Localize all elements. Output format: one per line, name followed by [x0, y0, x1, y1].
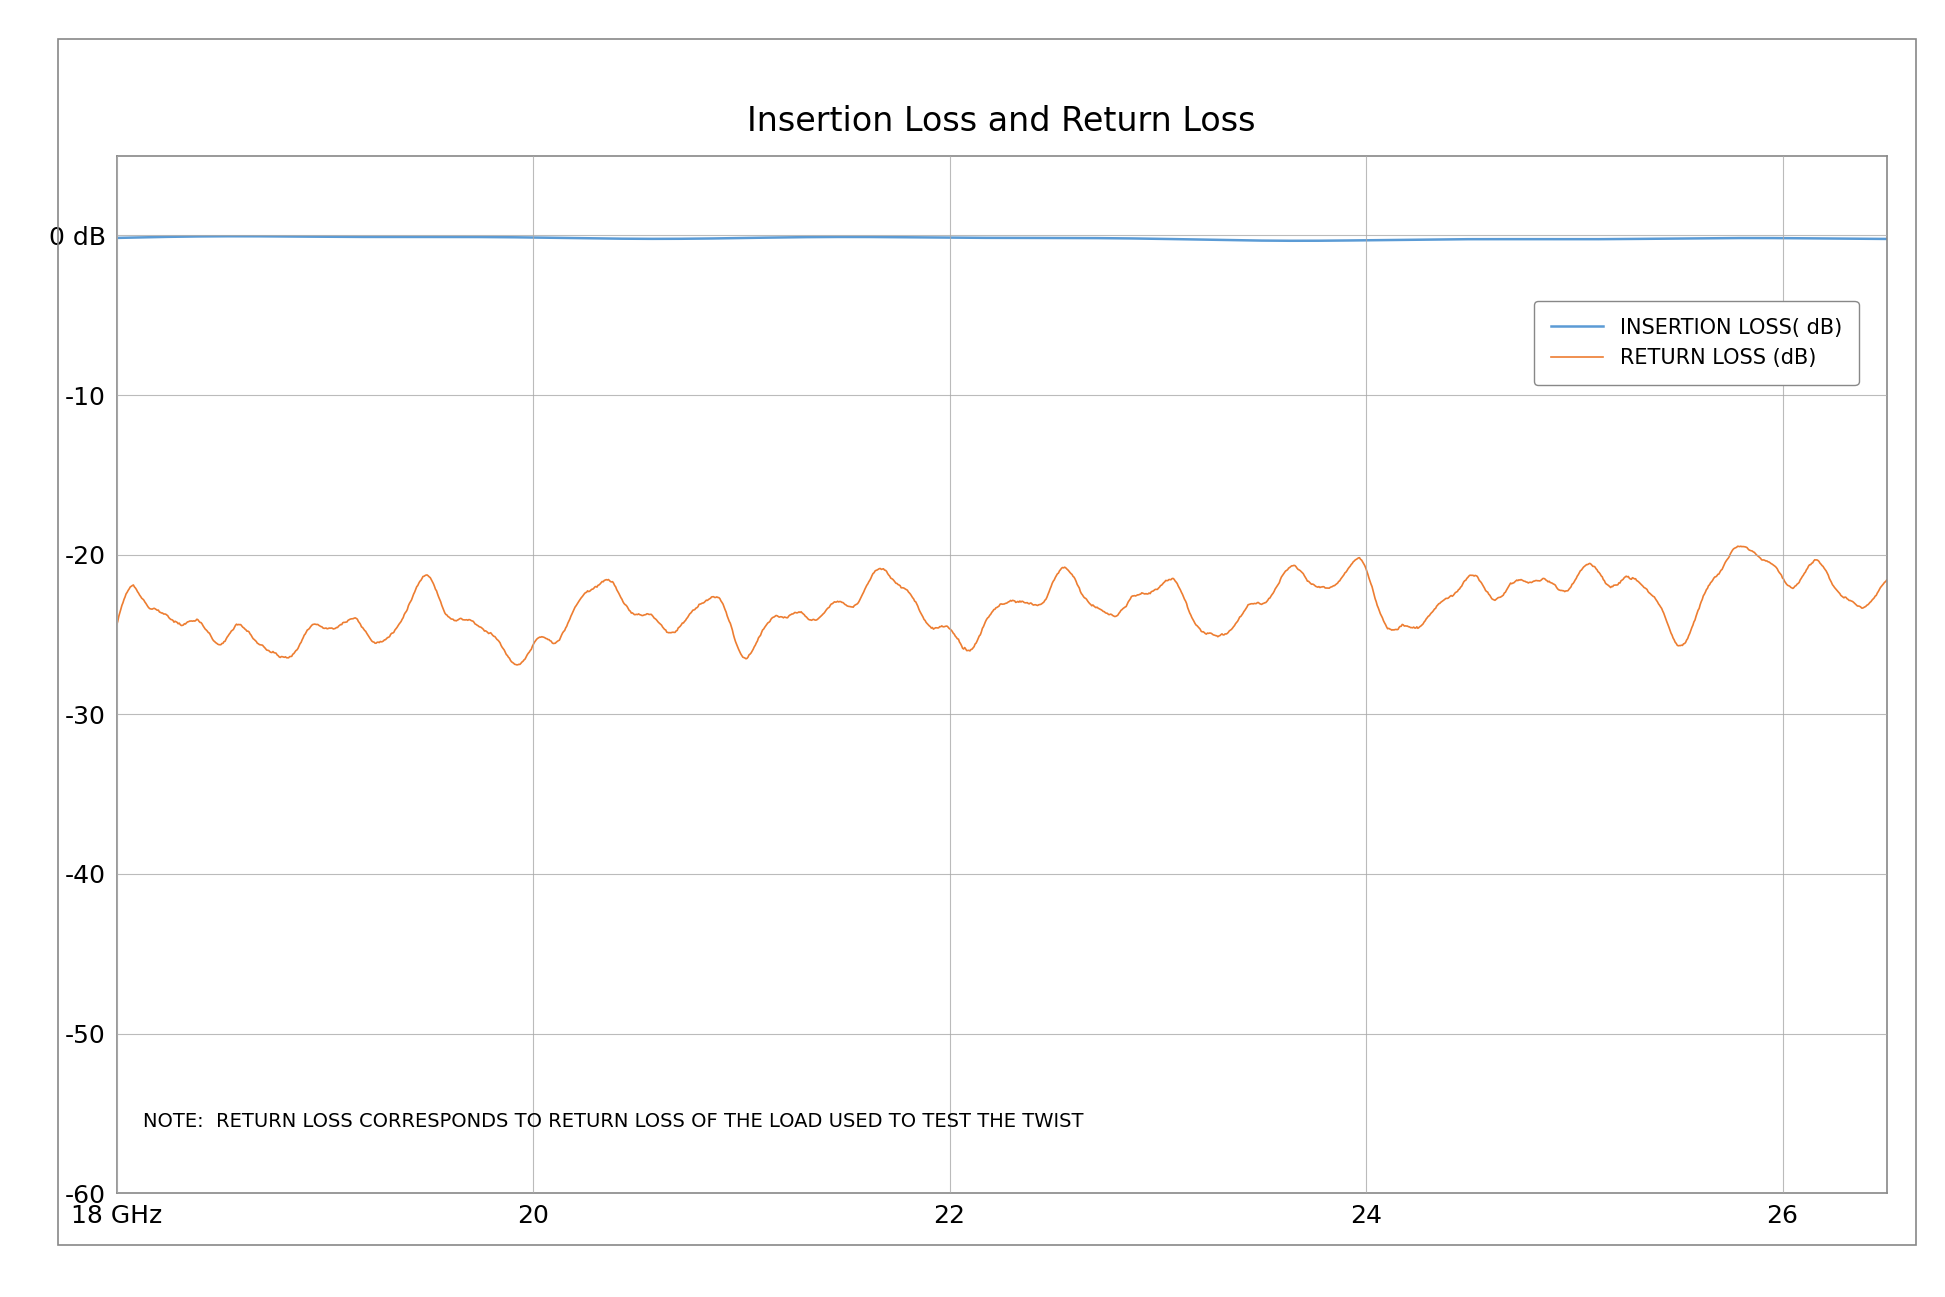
INSERTION LOSS( dB)	[932, 230, 955, 245]
RETURN LOSS (dB)	[432, 601, 455, 616]
RETURN LOSS (dB)	[506, 658, 529, 673]
RETURN LOSS (dB)	[1875, 572, 1898, 588]
RETURN LOSS (dB)	[1029, 597, 1052, 612]
RETURN LOSS (dB)	[1521, 573, 1544, 589]
INSERTION LOSS( dB)	[105, 230, 128, 245]
INSERTION LOSS( dB)	[1523, 231, 1546, 246]
INSERTION LOSS( dB)	[1875, 231, 1898, 246]
Title: Insertion Loss and Return Loss: Insertion Loss and Return Loss	[747, 105, 1256, 137]
RETURN LOSS (dB)	[401, 593, 424, 608]
INSERTION LOSS( dB)	[1029, 230, 1052, 245]
INSERTION LOSS( dB)	[226, 228, 249, 244]
RETURN LOSS (dB)	[105, 617, 128, 633]
Text: NOTE:  RETURN LOSS CORRESPONDS TO RETURN LOSS OF THE LOAD USED TO TEST THE TWIST: NOTE: RETURN LOSS CORRESPONDS TO RETURN …	[144, 1112, 1083, 1131]
INSERTION LOSS( dB)	[1107, 231, 1130, 246]
INSERTION LOSS( dB)	[1288, 233, 1311, 249]
RETURN LOSS (dB)	[1729, 538, 1752, 554]
RETURN LOSS (dB)	[932, 619, 955, 634]
Line: RETURN LOSS (dB): RETURN LOSS (dB)	[117, 546, 1887, 665]
INSERTION LOSS( dB)	[432, 230, 455, 245]
Legend: INSERTION LOSS( dB), RETURN LOSS (dB): INSERTION LOSS( dB), RETURN LOSS (dB)	[1535, 301, 1859, 385]
RETURN LOSS (dB)	[1107, 606, 1130, 621]
INSERTION LOSS( dB)	[401, 230, 424, 245]
Line: INSERTION LOSS( dB): INSERTION LOSS( dB)	[117, 236, 1887, 241]
